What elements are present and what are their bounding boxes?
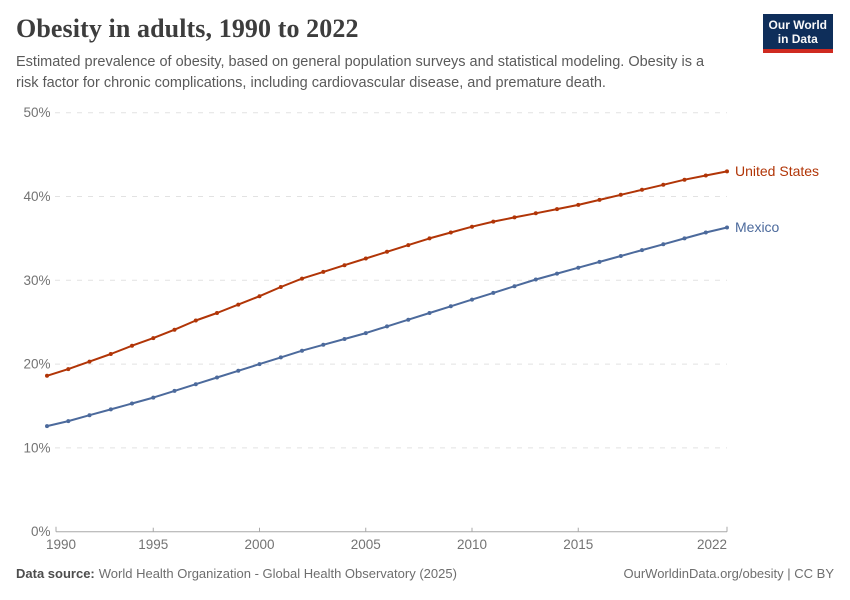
data-point: [87, 359, 92, 364]
x-tick-label: 2015: [563, 537, 593, 552]
data-point: [470, 224, 474, 229]
data-point: [87, 413, 92, 418]
data-point: [576, 265, 581, 270]
data-point: [448, 230, 453, 235]
data-point: [363, 256, 368, 261]
y-tick-label: 50%: [23, 105, 50, 120]
x-tick-label: 2010: [457, 537, 487, 552]
data-point: [130, 343, 134, 348]
chart-footer: Data source: World Health Organization - …: [16, 566, 834, 581]
series-united-states[interactable]: United States: [45, 163, 819, 378]
data-point: [45, 373, 49, 378]
data-point: [236, 302, 241, 307]
data-point: [640, 248, 644, 253]
data-point: [725, 225, 729, 230]
data-point: [661, 182, 666, 187]
data-point: [342, 263, 347, 268]
x-tick-label: 2022: [697, 537, 727, 552]
data-point: [661, 242, 666, 247]
data-point: [193, 318, 198, 323]
y-tick-label: 20%: [23, 357, 50, 372]
data-point: [618, 254, 623, 258]
logo-line-2: in Data: [777, 32, 818, 46]
data-point: [512, 284, 517, 289]
data-point: [172, 388, 177, 393]
data-point: [618, 192, 623, 197]
data-point: [533, 211, 538, 216]
data-point: [172, 327, 177, 332]
x-tick-label: 1995: [138, 537, 168, 552]
logo-line-1: Our World: [768, 18, 827, 32]
series-end-label-mexico[interactable]: Mexico: [735, 219, 780, 235]
data-point: [427, 236, 432, 241]
data-point: [427, 311, 432, 315]
y-tick-label: 0%: [31, 524, 51, 539]
data-point: [682, 236, 687, 241]
data-point: [278, 355, 283, 360]
data-point: [45, 424, 49, 429]
page-title: Obesity in adults, 1990 to 2022: [16, 14, 359, 43]
data-point: [576, 202, 581, 207]
data-point: [385, 249, 389, 254]
data-point: [66, 367, 71, 372]
data-point: [725, 169, 729, 174]
data-point: [640, 187, 644, 192]
data-source-text: World Health Organization - Global Healt…: [98, 566, 457, 581]
data-point: [406, 243, 411, 248]
data-point: [470, 297, 474, 302]
data-source: Data source: World Health Organization - …: [16, 566, 457, 581]
data-point: [682, 177, 687, 182]
data-point: [555, 271, 559, 276]
data-point: [151, 336, 156, 341]
data-point: [491, 290, 496, 295]
series-end-label-united-states[interactable]: United States: [735, 163, 819, 179]
x-tick-label: 2005: [351, 537, 381, 552]
data-point: [491, 219, 496, 224]
data-point: [278, 285, 283, 289]
y-tick-label: 10%: [23, 440, 50, 455]
data-point: [66, 419, 71, 424]
data-point: [321, 269, 326, 274]
chart-subtitle: Estimated prevalence of obesity, based o…: [16, 54, 705, 91]
x-tick-label: 2000: [244, 537, 274, 552]
series-line-united-states[interactable]: [46, 170, 728, 377]
data-point: [215, 375, 219, 380]
data-point: [321, 342, 326, 347]
data-point: [512, 215, 517, 220]
data-point: [363, 331, 368, 336]
data-point: [555, 207, 559, 212]
data-point: [151, 395, 156, 400]
owid-logo[interactable]: Our World in Data: [762, 14, 833, 53]
data-point: [448, 304, 453, 309]
data-point: [300, 276, 304, 281]
data-point: [108, 352, 113, 356]
series-mexico[interactable]: Mexico: [45, 219, 780, 429]
data-point: [533, 277, 538, 282]
y-tick-label: 30%: [23, 273, 50, 288]
data-point: [130, 401, 134, 406]
data-point: [193, 382, 198, 387]
owid-cc-by-link[interactable]: OurWorldinData.org/obesity | CC BY: [623, 566, 835, 581]
data-point: [257, 362, 262, 367]
x-tick-label: 1990: [46, 537, 76, 552]
data-point: [257, 294, 262, 299]
data-source-label: Data source:: [16, 566, 95, 581]
data-point: [300, 348, 304, 353]
data-point: [342, 337, 347, 341]
data-point: [108, 407, 113, 412]
data-point: [406, 317, 411, 322]
y-tick-label: 40%: [23, 189, 50, 204]
data-point: [703, 230, 708, 235]
data-point: [703, 173, 708, 178]
data-point: [236, 368, 241, 373]
data-point: [215, 311, 219, 315]
data-point: [385, 324, 389, 329]
data-point: [597, 259, 602, 264]
data-point: [597, 197, 602, 202]
